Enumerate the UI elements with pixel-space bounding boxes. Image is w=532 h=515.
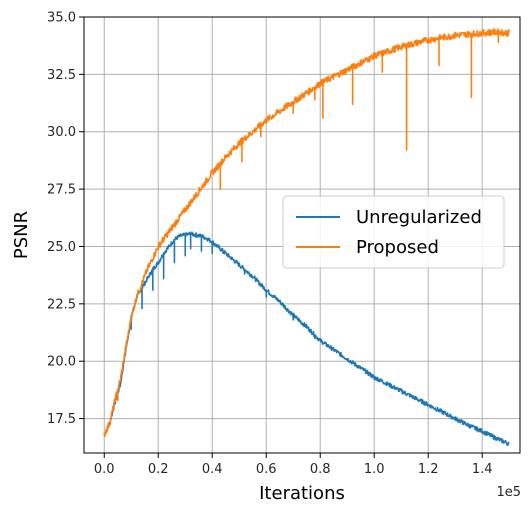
x-axis-offset-label: 1e5 [496, 485, 521, 500]
series-lines [103, 28, 510, 447]
legend-box [282, 195, 505, 269]
y-tick-label: 27.5 [47, 183, 76, 198]
legend-label-unregularized: Unregularized [356, 207, 482, 228]
x-tick-label: 0.6 [256, 462, 277, 477]
x-tick-label: 1.0 [364, 462, 385, 477]
series-line-unregularized [103, 231, 510, 447]
plot-frame [83, 16, 521, 454]
x-tick-label: 1.4 [472, 462, 493, 477]
x-tick-label: 0.8 [310, 462, 331, 477]
y-tick-label: 30.0 [47, 125, 76, 140]
x-tick-label: 1.2 [418, 462, 439, 477]
y-tick-label: 17.5 [47, 412, 76, 427]
x-axis-label: Iterations [259, 483, 345, 504]
x-tick-label: 0.2 [148, 462, 169, 477]
y-tick-label: 35.0 [47, 11, 76, 26]
legend: Unregularized Proposed [282, 195, 505, 269]
x-tick-label: 0.4 [202, 462, 223, 477]
y-tick-label: 22.5 [47, 297, 76, 312]
axes [79, 16, 521, 458]
legend-label-proposed: Proposed [356, 237, 439, 258]
y-axis-label: PSNR [11, 211, 32, 259]
y-tick-label: 32.5 [47, 68, 76, 83]
tick-labels: 0.0 0.2 0.4 0.6 0.8 1.0 1.2 1.4 17.5 20.0 22.5 25.0… [47, 11, 493, 478]
y-tick-label: 25.0 [47, 240, 76, 255]
y-tick-label: 20.0 [47, 355, 76, 370]
series-line-proposed [103, 28, 510, 438]
x-tick-label: 0.0 [94, 462, 115, 477]
